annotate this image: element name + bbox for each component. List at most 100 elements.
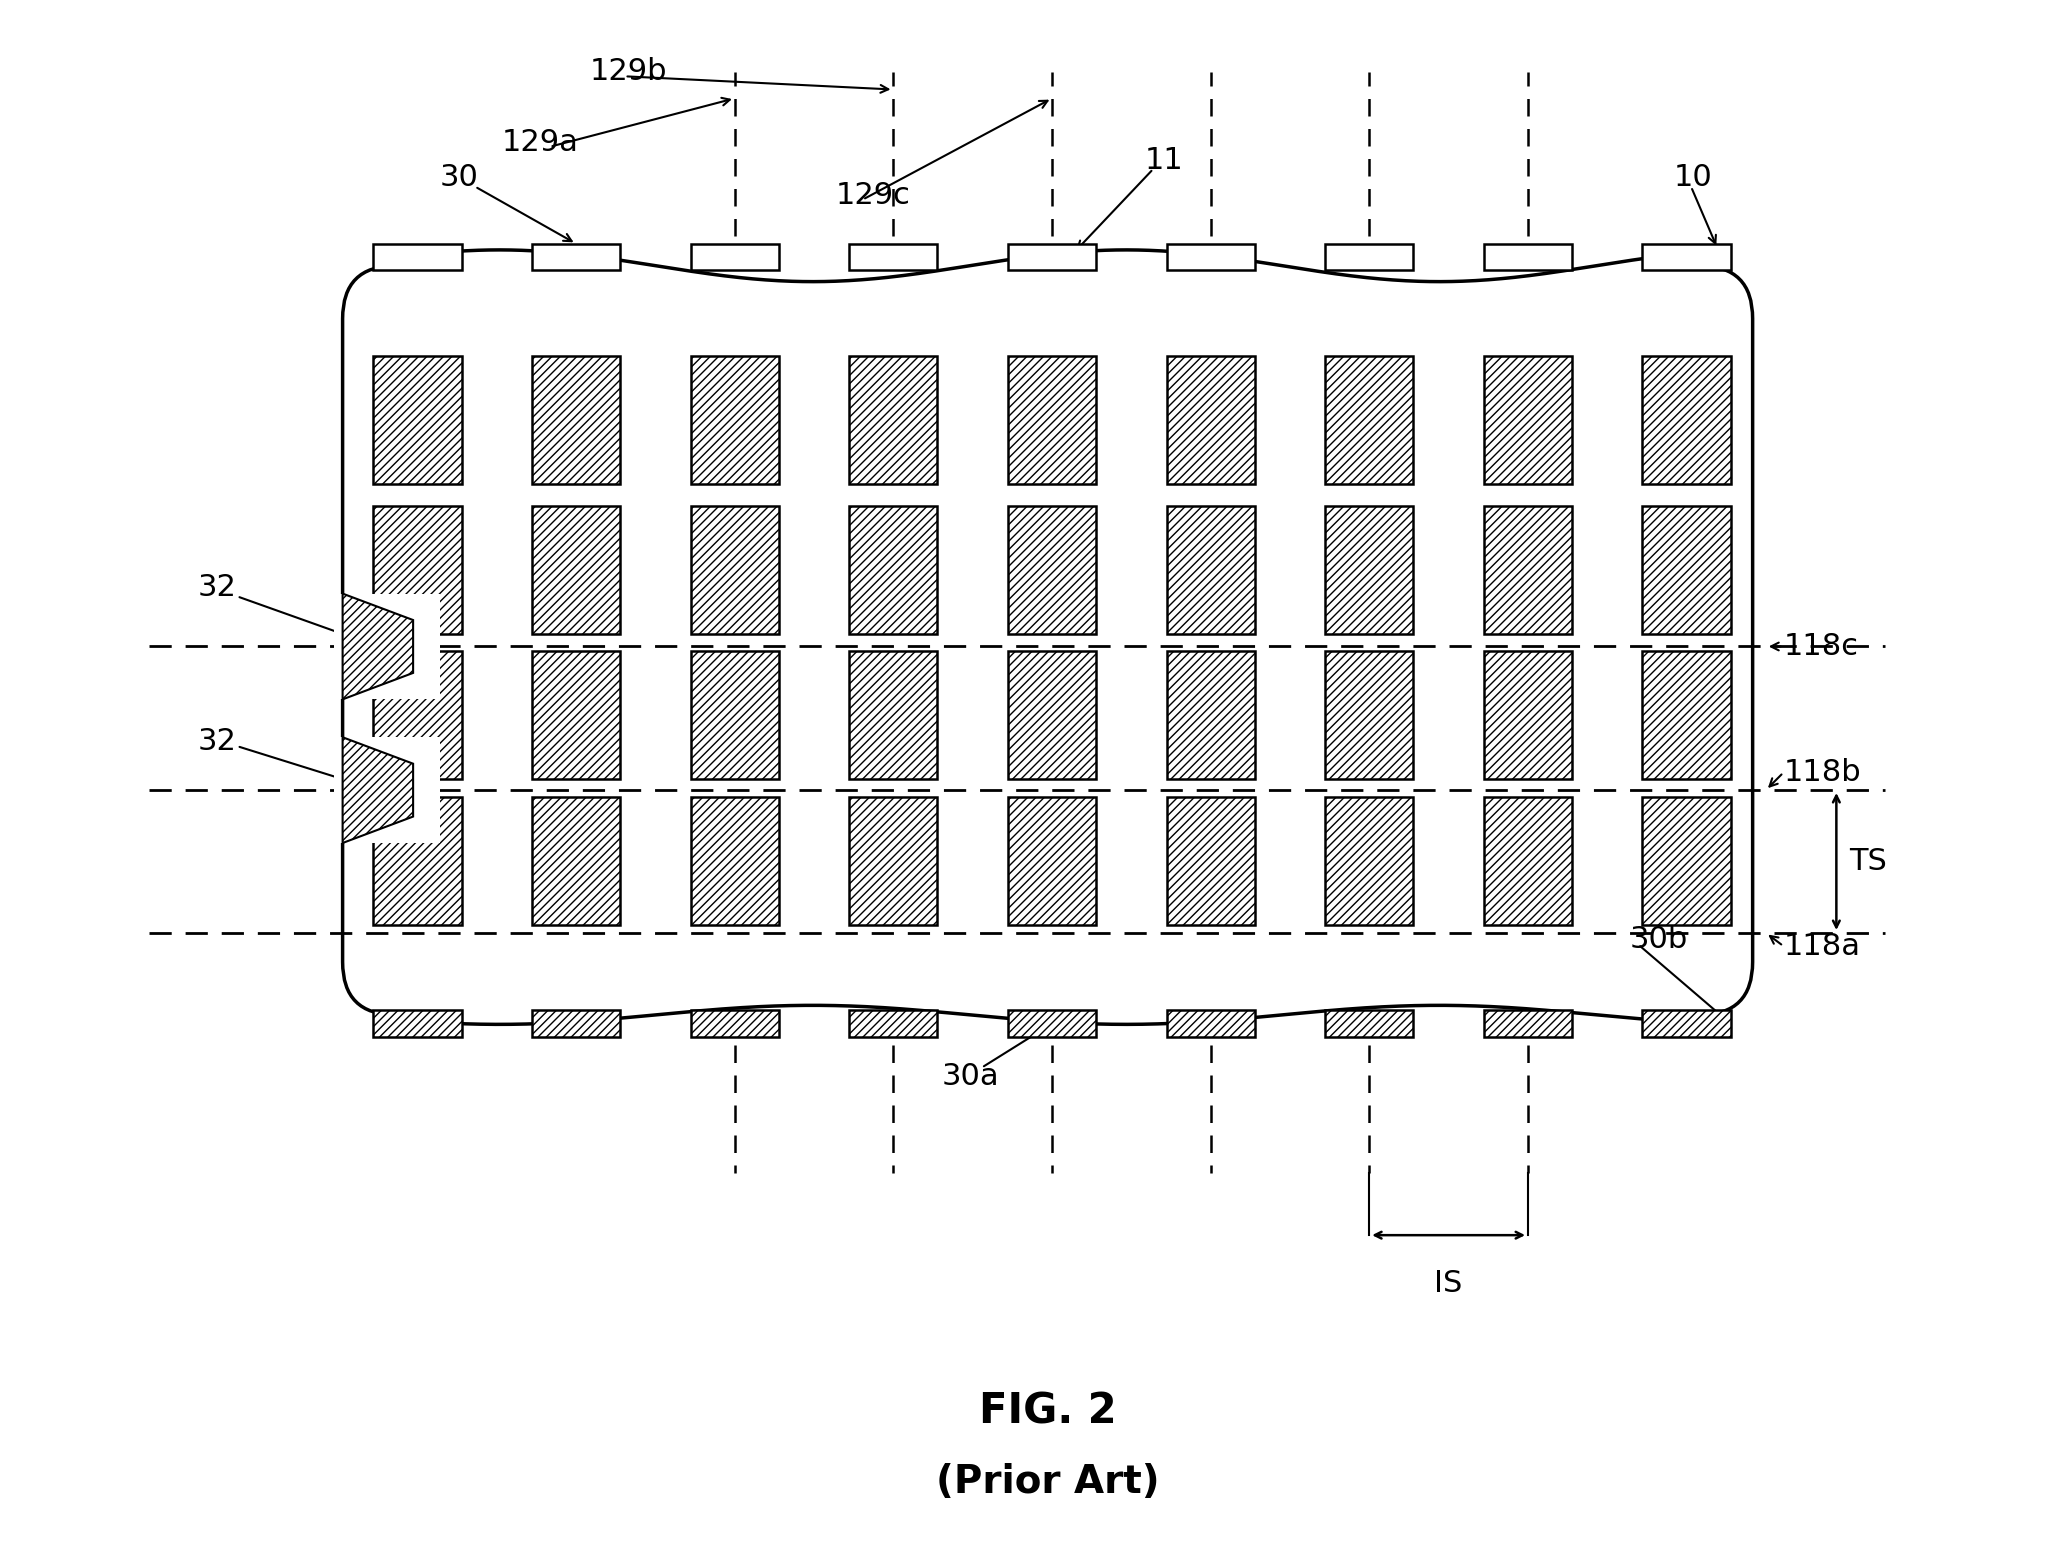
Bar	[1007, 505, 1096, 633]
Bar	[690, 1010, 779, 1037]
Text: 32: 32	[198, 728, 237, 756]
Text: 129c: 129c	[836, 181, 911, 210]
Bar	[1642, 505, 1730, 633]
Polygon shape	[342, 737, 414, 844]
Bar	[373, 1010, 461, 1037]
Bar	[531, 1010, 620, 1037]
Bar	[373, 505, 461, 633]
Bar	[1483, 1010, 1572, 1037]
Bar	[1325, 652, 1413, 779]
Bar	[690, 505, 779, 633]
Bar	[1166, 505, 1255, 633]
Bar	[531, 355, 620, 484]
Bar	[849, 505, 937, 633]
Bar	[1325, 1010, 1413, 1037]
Bar	[1325, 244, 1413, 270]
Bar	[1325, 355, 1413, 484]
Bar	[849, 652, 937, 779]
Bar	[373, 355, 461, 484]
Bar	[1483, 355, 1572, 484]
Bar	[1642, 652, 1730, 779]
Bar	[531, 797, 620, 924]
Bar	[690, 1010, 779, 1037]
Bar	[1325, 797, 1413, 924]
Bar	[849, 652, 937, 779]
Bar	[1483, 355, 1572, 484]
Bar	[1166, 1010, 1255, 1037]
Bar	[1166, 797, 1255, 924]
Bar	[373, 244, 461, 270]
Bar	[1166, 1010, 1255, 1037]
Bar	[690, 505, 779, 633]
Bar	[849, 244, 937, 270]
Bar	[1325, 355, 1413, 484]
Bar	[690, 652, 779, 779]
Text: 30a: 30a	[941, 1061, 999, 1091]
Bar	[1483, 505, 1572, 633]
Bar	[1483, 797, 1572, 924]
Bar	[1483, 1010, 1572, 1037]
Bar	[1166, 244, 1255, 270]
Bar	[1007, 1010, 1096, 1037]
Text: IS: IS	[1434, 1268, 1463, 1298]
Bar	[531, 652, 620, 779]
Bar	[373, 355, 461, 484]
Bar	[373, 652, 461, 779]
Bar	[1325, 505, 1413, 633]
Bar	[531, 652, 620, 779]
Bar	[531, 1010, 620, 1037]
Bar	[334, 593, 439, 700]
Bar	[1325, 1010, 1413, 1037]
Bar	[1007, 652, 1096, 779]
Bar	[1007, 355, 1096, 484]
Bar	[373, 1010, 461, 1037]
Bar	[1166, 652, 1255, 779]
Bar	[373, 505, 461, 633]
Bar	[690, 244, 779, 270]
Bar	[1483, 652, 1572, 779]
Text: 129a: 129a	[501, 128, 579, 158]
Bar	[849, 797, 937, 924]
Bar	[690, 355, 779, 484]
Text: 11: 11	[1145, 145, 1182, 175]
Bar	[1166, 797, 1255, 924]
Bar	[1325, 797, 1413, 924]
Bar	[849, 505, 937, 633]
Bar	[1007, 505, 1096, 633]
Bar	[1325, 652, 1413, 779]
Bar	[1642, 1010, 1730, 1037]
Bar	[1007, 797, 1096, 924]
Polygon shape	[342, 593, 414, 700]
Bar	[690, 797, 779, 924]
Bar	[849, 1010, 937, 1037]
Bar	[1483, 652, 1572, 779]
Bar	[531, 355, 620, 484]
Bar	[1642, 797, 1730, 924]
Bar	[373, 797, 461, 924]
Bar	[849, 355, 937, 484]
Bar	[1642, 1010, 1730, 1037]
Bar	[1642, 505, 1730, 633]
Bar	[1642, 355, 1730, 484]
Bar	[531, 244, 620, 270]
Bar	[1007, 244, 1096, 270]
Bar	[1007, 797, 1096, 924]
Bar	[531, 505, 620, 633]
Bar	[1642, 355, 1730, 484]
Text: TS: TS	[1850, 847, 1887, 876]
Text: 30b: 30b	[1629, 925, 1687, 955]
Bar	[690, 355, 779, 484]
Text: FIG. 2: FIG. 2	[978, 1390, 1117, 1432]
Text: 118c: 118c	[1784, 632, 1858, 661]
Text: 118b: 118b	[1784, 759, 1860, 786]
Text: 30: 30	[439, 164, 478, 192]
Bar	[849, 355, 937, 484]
Bar	[1166, 652, 1255, 779]
Text: (Prior Art): (Prior Art)	[935, 1463, 1160, 1500]
Bar	[1166, 505, 1255, 633]
Bar	[1007, 652, 1096, 779]
Bar	[1642, 244, 1730, 270]
Text: 129b: 129b	[589, 57, 667, 87]
Bar	[690, 797, 779, 924]
Text: 32: 32	[198, 573, 237, 603]
